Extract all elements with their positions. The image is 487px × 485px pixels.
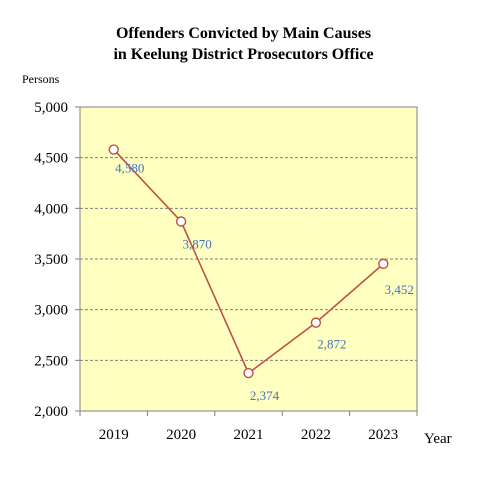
data-label: 3,870 xyxy=(182,237,211,252)
chart-title-line-2: in Keelung District Prosecutors Office xyxy=(113,46,373,63)
y-tick-label: 4,000 xyxy=(34,201,68,217)
data-point xyxy=(243,367,254,379)
y-tick-label: 2,500 xyxy=(34,353,68,369)
data-label: 3,452 xyxy=(385,282,414,297)
data-label: 2,872 xyxy=(317,337,346,352)
y-tick-label: 3,000 xyxy=(34,303,68,319)
x-tick-label: 2019 xyxy=(99,427,129,443)
y-tick-label: 3,500 xyxy=(34,252,68,268)
data-label: 4,580 xyxy=(115,161,144,176)
data-point xyxy=(175,216,187,227)
y-tick-label: 4,500 xyxy=(34,151,68,167)
chart-title-line-1: Offenders Convicted by Main Causes xyxy=(116,25,371,42)
y-tick-label: 2,000 xyxy=(34,404,68,420)
x-tick-label: 2021 xyxy=(234,427,264,443)
y-axis-unit-label: Persons xyxy=(22,72,60,86)
data-label: 2,374 xyxy=(250,388,280,403)
x-tick-label: 2023 xyxy=(368,427,398,443)
data-point xyxy=(378,258,389,270)
y-tick-label: 5,000 xyxy=(34,100,68,116)
data-point xyxy=(108,144,119,155)
x-tick-label: 2020 xyxy=(166,427,196,443)
x-tick-label: 2022 xyxy=(301,427,331,443)
x-axis-title: Year xyxy=(424,431,452,447)
data-point xyxy=(310,317,322,328)
